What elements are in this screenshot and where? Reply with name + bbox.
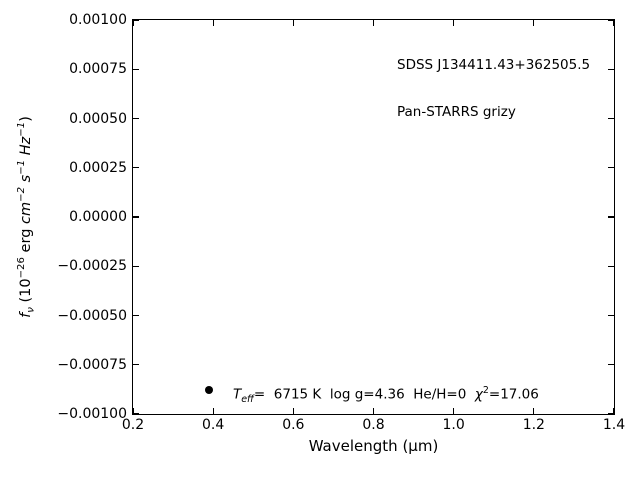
y-tick-right — [608, 314, 614, 317]
x-tick-top — [212, 20, 214, 26]
y-tick-label: −0.00100 — [57, 406, 127, 422]
ylabel-open: (10 — [17, 278, 34, 308]
y-tick-right — [608, 167, 614, 169]
y-tick-left — [133, 216, 139, 218]
fit-parameters-annotation: Teff= 6715 K log g=4.36 He/H=0 χ2=17.06 — [233, 382, 539, 408]
x-tick-label: 0.2 — [121, 417, 145, 433]
target-annotation: SDSS J134411.43+362505.5 Pan-STARRS griz… — [397, 27, 590, 151]
fit-values-text: = 6715 K log g=4.36 He/H=0 — [253, 386, 475, 403]
x-tick-bottom — [212, 408, 214, 414]
y-tick-left — [133, 68, 139, 70]
y-tick-label: −0.00075 — [57, 356, 127, 373]
y-tick-label: −0.00025 — [57, 258, 127, 275]
ylabel-sp1 — [18, 182, 34, 187]
y-tick-right — [608, 364, 614, 366]
y-tick-left — [133, 413, 139, 415]
y-tick-label: 0.00000 — [69, 209, 127, 225]
y-tick-right — [608, 68, 614, 70]
y-tick-left — [133, 265, 139, 267]
y-tick-left — [133, 19, 139, 21]
x-axis-label: Wavelength (μm) — [308, 437, 439, 455]
ylabel-s: s — [17, 174, 34, 183]
ylabel-hz: Hz — [17, 136, 34, 156]
y-tick-label: 0.00025 — [69, 159, 127, 176]
plot-area — [132, 19, 615, 415]
y-tick-label: 0.00075 — [69, 61, 127, 78]
x-tick-bottom — [453, 408, 455, 414]
ylabel-cm-exp: −2 — [16, 186, 27, 202]
chi-superscript: 2 — [482, 385, 489, 396]
y-tick-right — [608, 265, 614, 267]
y-tick-left — [133, 314, 139, 317]
y-tick-right — [608, 413, 614, 415]
x-tick-label: 0.8 — [362, 417, 385, 433]
x-tick-top — [533, 20, 535, 26]
x-tick-label: 0.4 — [202, 417, 225, 433]
x-tick-bottom — [533, 408, 535, 414]
survey-text: Pan-STARRS grizy — [397, 103, 516, 120]
y-tick-label: 0.00100 — [69, 12, 127, 28]
x-tick-bottom — [292, 408, 294, 414]
ylabel-erg: erg — [17, 223, 34, 258]
y-tick-left — [133, 167, 139, 169]
x-tick-bottom — [613, 408, 615, 414]
data-point-marker — [205, 386, 214, 395]
x-tick-top — [453, 20, 455, 26]
x-tick-top — [132, 20, 134, 26]
x-tick-top — [292, 20, 294, 26]
y-tick-label: 0.00050 — [69, 110, 127, 127]
x-tick-label: 1.4 — [602, 417, 626, 433]
x-tick-bottom — [372, 408, 375, 414]
y-tick-label: −0.00050 — [57, 307, 127, 324]
x-tick-label: 1.0 — [442, 417, 465, 433]
chi-symbol: χ — [474, 386, 483, 403]
x-tick-label: 0.6 — [282, 417, 305, 433]
teff-symbol: T — [233, 386, 242, 403]
y-tick-right — [608, 19, 614, 21]
y-tick-right — [608, 216, 614, 218]
y-tick-right — [608, 117, 614, 120]
x-tick-top — [372, 20, 375, 26]
teff-subscript: eff — [241, 394, 254, 406]
y-tick-left — [133, 117, 139, 120]
x-tick-label: 1.2 — [522, 417, 545, 433]
y-tick-left — [133, 364, 139, 366]
x-tick-top — [613, 20, 615, 26]
target-id-text: SDSS J134411.43+362505.5 — [397, 57, 591, 73]
x-tick-bottom — [132, 408, 134, 414]
chi-value-text: =17.06 — [488, 386, 539, 403]
